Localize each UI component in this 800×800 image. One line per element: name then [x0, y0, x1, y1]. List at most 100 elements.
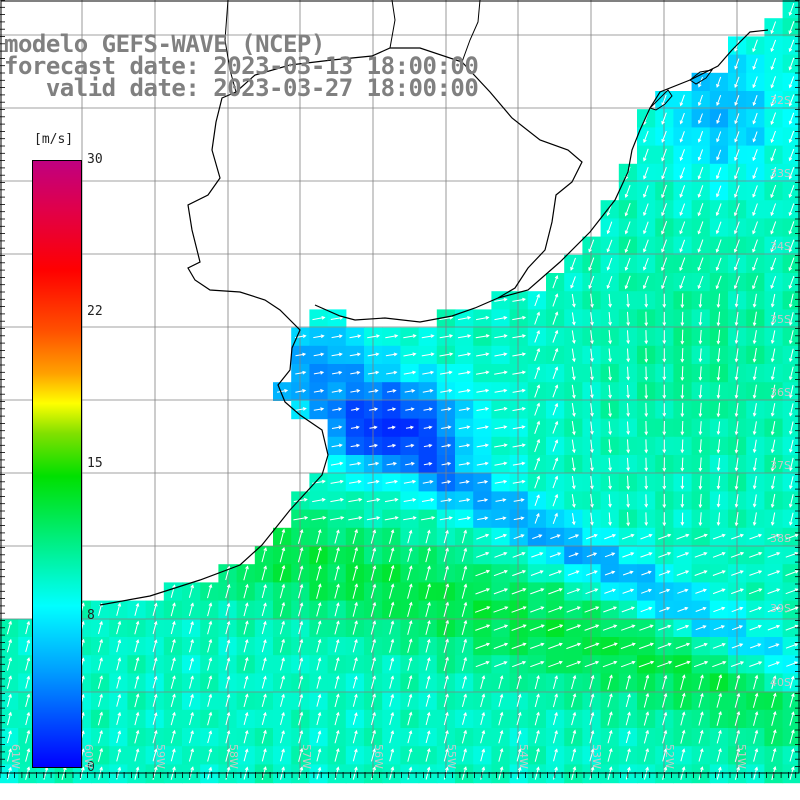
wind-arrow	[771, 94, 776, 106]
wind-arrow	[693, 661, 708, 668]
wind-arrow-head	[354, 766, 358, 771]
wind-arrow-head	[335, 675, 340, 680]
wind-arrow-head	[372, 547, 377, 552]
wind-arrow	[767, 625, 780, 631]
wind-arrow-head	[681, 766, 686, 771]
wind-arrow-head	[26, 711, 31, 716]
wind-arrow-head	[644, 322, 649, 327]
wind-arrow-head	[648, 533, 653, 538]
wind-arrow	[662, 749, 667, 762]
wind-arrow	[716, 674, 722, 691]
wind-arrow-head	[336, 583, 340, 588]
wind-arrow-head	[226, 766, 231, 771]
wind-arrow	[494, 480, 507, 484]
wind-arrow-head	[485, 388, 490, 393]
wind-arrow-head	[522, 570, 527, 574]
wind-arrow-head	[721, 643, 726, 647]
wind-arrow-head	[686, 660, 691, 665]
wind-arrow	[243, 694, 248, 708]
wind-arrow	[407, 639, 412, 653]
wind-arrow-head	[788, 321, 793, 326]
wind-arrow-head	[684, 588, 689, 593]
wind-arrow-head	[576, 588, 581, 592]
wind-arrow-head	[680, 449, 685, 454]
wind-arrow	[425, 657, 430, 671]
wind-arrow-head	[408, 601, 413, 606]
wind-arrow	[571, 749, 576, 762]
wind-arrow	[625, 731, 630, 744]
wind-arrow-head	[410, 461, 415, 466]
wind-arrow-head	[153, 693, 158, 698]
wind-arrow-head	[556, 534, 561, 538]
wind-arrow	[534, 294, 540, 307]
wind-arrow-head	[739, 570, 744, 574]
wind-arrow	[571, 439, 575, 453]
wind-arrow-head	[679, 267, 683, 272]
wind-arrow-head	[503, 461, 508, 466]
wind-arrow-head	[408, 547, 413, 552]
wind-arrow-head	[172, 675, 176, 680]
wind-arrow	[789, 293, 794, 308]
wind-arrow-head	[299, 711, 304, 716]
wind-arrow	[643, 275, 649, 289]
wind-arrow-head	[626, 322, 631, 327]
wind-arrow-head	[698, 304, 703, 309]
wind-arrow-head	[354, 675, 358, 680]
wind-arrow	[698, 149, 704, 161]
wind-arrow-head	[135, 693, 140, 698]
wind-arrow-head	[752, 138, 757, 143]
wind-arrow-head	[99, 711, 103, 716]
wind-arrow	[261, 749, 266, 762]
wind-arrow-head	[686, 642, 691, 647]
wind-arrow	[657, 625, 671, 631]
wind-arrow	[493, 588, 508, 595]
wind-arrow	[717, 293, 721, 308]
wind-arrow	[566, 643, 581, 650]
wind-arrow-head	[463, 601, 468, 606]
wind-arrow-head	[643, 157, 647, 162]
wind-arrow-head	[536, 366, 540, 371]
wind-arrow-head	[8, 693, 12, 698]
wind-arrow-head	[410, 443, 415, 448]
wind-arrow	[552, 348, 558, 362]
wind-arrow	[369, 408, 378, 411]
wind-arrow	[661, 130, 667, 143]
wind-arrow	[403, 480, 416, 484]
wind-arrow	[603, 606, 617, 613]
wind-arrow	[622, 589, 634, 594]
wind-arrow-head	[536, 330, 540, 334]
wind-arrow-head	[662, 322, 667, 327]
wind-arrow	[313, 353, 324, 357]
wind-arrow	[279, 584, 285, 599]
wind-arrow	[25, 694, 30, 708]
wind-arrow-head	[335, 729, 340, 734]
wind-arrow-head	[733, 248, 738, 253]
wind-arrow	[498, 748, 503, 762]
wind-arrow	[548, 661, 563, 668]
wind-arrow	[329, 517, 344, 521]
wind-arrow-head	[734, 84, 738, 88]
wind-arrow	[116, 749, 121, 762]
wind-arrow	[348, 498, 362, 503]
wind-arrow	[734, 275, 740, 289]
wind-arrow-head	[390, 711, 395, 716]
wind-arrow	[717, 475, 721, 489]
wind-arrow	[475, 570, 490, 577]
wind-arrow-head	[624, 285, 629, 290]
wind-arrow-head	[522, 334, 526, 338]
wind-arrow-head	[394, 334, 399, 338]
wind-arrow	[498, 694, 503, 707]
wind-arrow	[788, 257, 795, 271]
lat-label: 39S	[770, 602, 791, 615]
wind-arrow	[753, 293, 757, 307]
wind-arrow	[298, 603, 303, 617]
colorbar-unit: [m/s]	[34, 132, 74, 147]
wind-arrow	[370, 584, 376, 599]
wind-arrow-head	[245, 565, 249, 570]
wind-arrow	[189, 658, 194, 671]
wind-arrow	[552, 275, 558, 289]
wind-arrow	[752, 58, 758, 70]
wind-arrow	[389, 529, 394, 544]
wind-arrow-head	[608, 431, 612, 436]
wind-arrow	[789, 676, 794, 689]
